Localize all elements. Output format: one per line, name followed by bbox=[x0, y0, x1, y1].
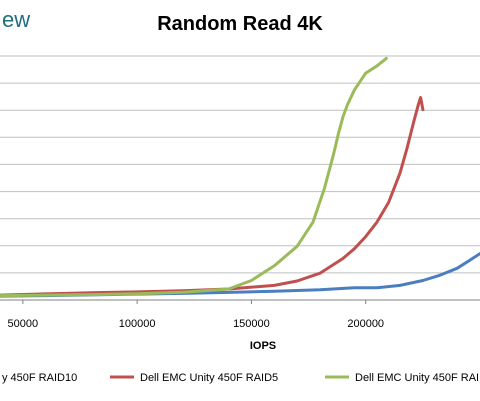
x-axis-title: IOPS bbox=[250, 340, 276, 352]
chart-title: Random Read 4K bbox=[157, 13, 323, 35]
series-line bbox=[0, 56, 388, 298]
series-line bbox=[0, 96, 425, 297]
gridlines bbox=[0, 55, 480, 274]
x-tick-label: 150000 bbox=[233, 318, 270, 330]
legend: y 450F RAID10 Dell EMC Unity 450F RAID5 De… bbox=[2, 372, 479, 384]
series-lines bbox=[0, 56, 480, 298]
x-tick-labels: 50000 100000 150000 200000 bbox=[8, 300, 384, 330]
x-tick-label: 100000 bbox=[119, 318, 156, 330]
legend-label: y 450F RAID10 bbox=[2, 372, 77, 384]
brand-logo-fragment: ew bbox=[2, 7, 30, 32]
legend-label: Dell EMC Unity 450F RAID5 bbox=[140, 372, 278, 384]
legend-label: Dell EMC Unity 450F RAI bbox=[355, 372, 479, 384]
x-tick-label: 50000 bbox=[8, 318, 39, 330]
series-line bbox=[0, 252, 480, 298]
x-tick-label: 200000 bbox=[347, 318, 384, 330]
